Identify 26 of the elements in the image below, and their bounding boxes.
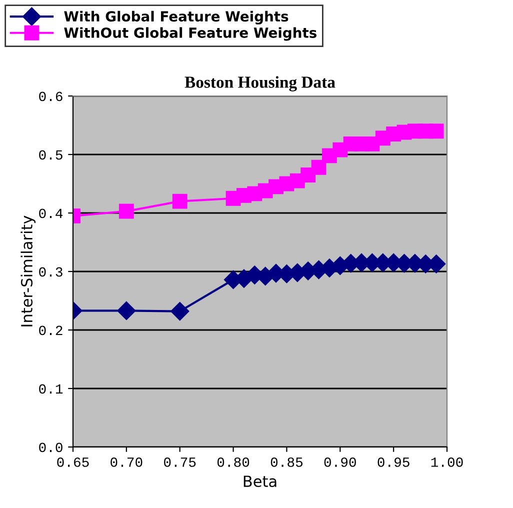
y-tick-label: 0.4 bbox=[39, 208, 63, 218]
x-tick-label: 0.80 bbox=[217, 457, 250, 467]
x-axis-title: Beta bbox=[244, 476, 276, 488]
y-tick-label: 0.2 bbox=[39, 326, 62, 336]
y-tick-label: 0.0 bbox=[39, 442, 62, 452]
x-tick-label: 1.00 bbox=[431, 457, 463, 467]
point bbox=[428, 124, 444, 139]
x-tick-label: 0.70 bbox=[110, 457, 142, 467]
chart-title: Boston Housing Data bbox=[184, 76, 336, 92]
y-tick-label: 0.5 bbox=[39, 150, 62, 160]
point bbox=[170, 302, 190, 321]
legend-label: WithOut Global Feature Weights bbox=[64, 27, 316, 41]
y-tick-label: 0.6 bbox=[39, 92, 62, 102]
x-tick-label: 0.85 bbox=[270, 457, 302, 467]
x-tick-label: 0.95 bbox=[378, 457, 410, 467]
y-axis-title: Inter-Similarity bbox=[20, 216, 36, 326]
y-tick-label: 0.1 bbox=[39, 384, 63, 394]
legend-label: With Global Feature Weights bbox=[64, 10, 288, 24]
x-tick-label: 0.65 bbox=[57, 457, 89, 467]
point bbox=[118, 204, 134, 219]
point bbox=[117, 301, 136, 320]
y-tick-label: 0.3 bbox=[39, 267, 62, 277]
point bbox=[172, 194, 188, 209]
x-tick-label: 0.75 bbox=[164, 457, 196, 467]
x-tick-label: 0.90 bbox=[324, 457, 356, 467]
point bbox=[311, 160, 326, 175]
